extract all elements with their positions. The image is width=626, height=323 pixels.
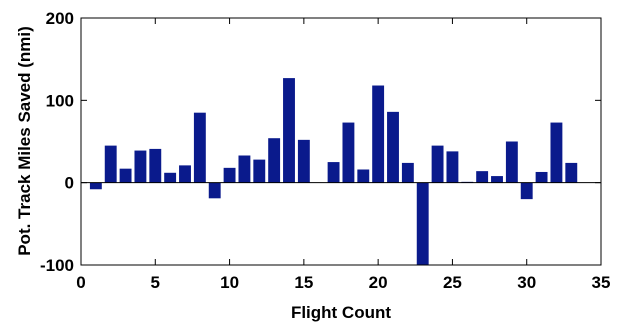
bar-flight-21 [387, 111, 399, 183]
bar-flight-5 [149, 148, 162, 183]
bar-flight-32 [550, 122, 563, 183]
bar-flight-25 [446, 151, 459, 183]
bar-flight-14 [283, 78, 295, 183]
bar-flight-6 [164, 172, 177, 183]
y-ticks-group: -100 0 100 200 [40, 9, 601, 275]
bar-flight-2 [104, 145, 117, 183]
bar-flight-28 [491, 176, 503, 183]
x-tick-label: 10 [220, 273, 239, 292]
bar-flight-17 [327, 162, 340, 183]
bar-flight-10 [223, 167, 236, 183]
bar-flight-33 [565, 162, 578, 183]
bar-flight-4 [134, 150, 147, 183]
bar-flight-15 [297, 139, 310, 183]
x-tick-label: 35 [592, 273, 611, 292]
bar-flight-9 [208, 182, 221, 199]
x-tick-label: 0 [76, 273, 85, 292]
bar-flight-8 [193, 112, 206, 183]
bar-flight-30 [520, 182, 533, 200]
x-axis-title: Flight Count [291, 303, 391, 322]
bar-flight-7 [179, 165, 191, 183]
bar-flight-22 [401, 162, 414, 183]
plot-frame [80, 17, 602, 266]
y-tick-label: 0 [65, 174, 74, 193]
bars-group [89, 78, 578, 265]
x-tick-label: 30 [517, 273, 536, 292]
bar-flight-20 [372, 85, 385, 183]
bar-flight-3 [119, 168, 132, 183]
y-tick-label: 100 [46, 91, 74, 110]
x-tick-label: 15 [294, 273, 313, 292]
y-tick-label: 200 [46, 9, 74, 28]
x-ticks-group: 0 5 10 15 20 25 30 35 [76, 18, 610, 292]
bar-flight-18 [342, 122, 355, 183]
plot-background [81, 18, 601, 265]
bar-flight-13 [268, 138, 281, 183]
bar-flight-11 [238, 155, 251, 183]
bar-flight-23 [416, 182, 429, 265]
bar-flight-31 [535, 171, 548, 183]
bar-flight-12 [253, 159, 266, 183]
y-tick-label: -100 [40, 256, 74, 275]
bar-flight-24 [431, 145, 444, 183]
bar-flight-27 [476, 171, 489, 183]
y-axis-title: Pot. Track Miles Saved (nmi) [15, 26, 34, 256]
x-tick-label: 25 [443, 273, 462, 292]
x-tick-label: 5 [151, 273, 160, 292]
bar-flight-29 [505, 141, 518, 183]
bar-flight-1 [89, 182, 102, 190]
bar-flight-19 [357, 169, 370, 183]
x-tick-label: 20 [369, 273, 388, 292]
